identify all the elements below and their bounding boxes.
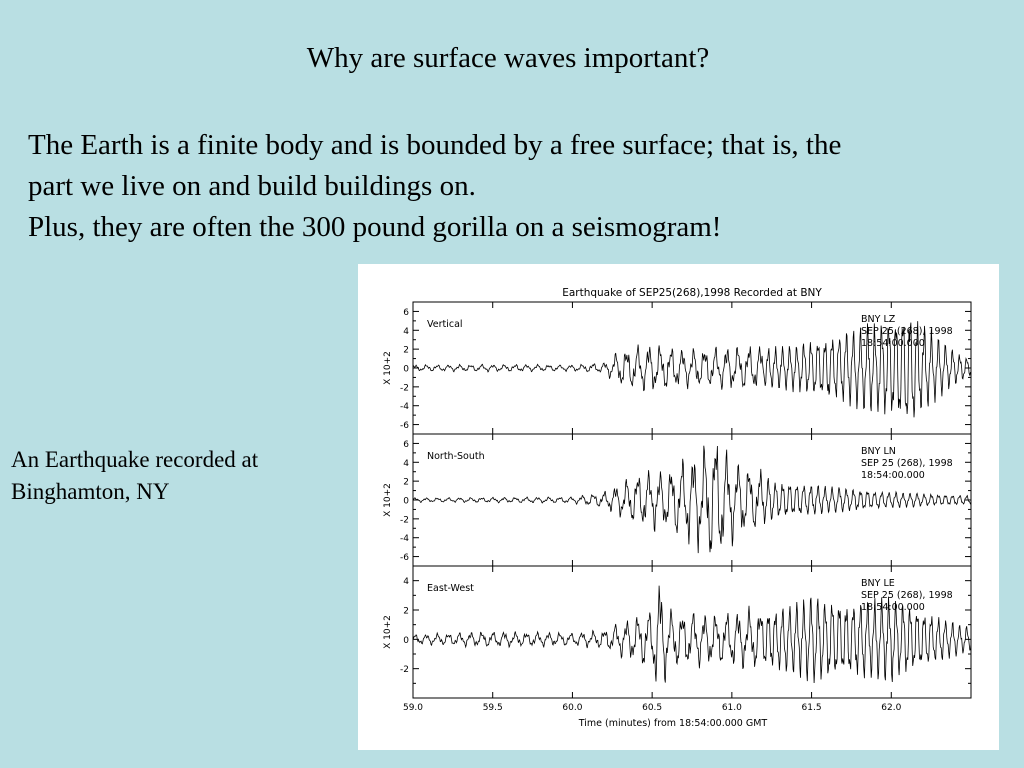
- body-line-3: Plus, they are often the 300 pound goril…: [28, 211, 722, 243]
- panel-2-ytick-label: 0: [403, 497, 409, 507]
- caption-line-2: Binghamton, NY: [11, 479, 170, 504]
- panel-1-info-line-1: BNY LZ: [861, 314, 896, 325]
- panel-2-ytick-label: 4: [403, 459, 409, 469]
- panel-3-ytick-label: 0: [403, 636, 409, 646]
- panel-1-ytick-label: 4: [403, 327, 409, 337]
- xtick-label: 59.5: [483, 703, 503, 713]
- panel-2-info-line-1: BNY LN: [861, 446, 896, 457]
- panel-1-ytick-label: 0: [403, 365, 409, 375]
- panel-2-ytick-label: 6: [403, 440, 409, 450]
- panel-3-component-name: East-West: [427, 583, 474, 594]
- panel-3-frame: [412, 565, 972, 699]
- xtick-label: 61.5: [802, 703, 822, 713]
- panel-2-component-name: North-South: [427, 451, 485, 462]
- panel-2-ytick-label: -2: [400, 515, 409, 525]
- panel-1-ylabel: X 10+2: [383, 351, 393, 385]
- xtick-label: 59.0: [403, 703, 423, 713]
- panel-1-ytick-label: 2: [403, 346, 409, 356]
- body-line-1: The Earth is a finite body and is bounde…: [28, 129, 842, 161]
- panel-3-info-line-2: SEP 25 (268), 1998: [861, 590, 953, 601]
- caption-line-1: An Earthquake recorded at: [11, 447, 259, 472]
- panel-1-ytick-label: 6: [403, 308, 409, 318]
- panel-1-ytick-label: -2: [400, 383, 409, 393]
- panel-3-waveform: [412, 585, 972, 684]
- panel-3-ytick-label: -2: [400, 665, 409, 675]
- panel-3-info-line-3: 18:54:00.000: [861, 602, 925, 613]
- panel-1-info-line-3: 18:54:00.000: [861, 338, 925, 349]
- panel-2-ytick-label: -6: [400, 553, 409, 563]
- panel-2-ytick-label: 2: [403, 478, 409, 488]
- panel-2-info-line-2: SEP 25 (268), 1998: [861, 458, 953, 469]
- seismogram-figure: Earthquake of SEP25(268),1998 Recorded a…: [358, 264, 999, 750]
- xtick-label: 60.5: [642, 703, 662, 713]
- seismogram-chart: Earthquake of SEP25(268),1998 Recorded a…: [383, 287, 972, 729]
- body-line-2: part we live on and build buildings on.: [28, 170, 476, 202]
- figure-caption: An Earthquake recorded at Binghamton, NY: [11, 444, 341, 508]
- panel-1-component-name: Vertical: [427, 319, 463, 330]
- panel-2-ylabel: X 10+2: [383, 483, 393, 517]
- panel-3-ylabel: X 10+2: [383, 615, 393, 649]
- panel-1-ytick-label: -6: [400, 421, 409, 431]
- x-axis-label: Time (minutes) from 18:54:00.000 GMT: [578, 718, 768, 729]
- slide-title: Why are surface waves important?: [306, 42, 710, 74]
- panel-1-ytick-label: -4: [400, 402, 409, 412]
- panel-2-info-line-3: 18:54:00.000: [861, 470, 925, 481]
- chart-title: Earthquake of SEP25(268),1998 Recorded a…: [562, 287, 822, 299]
- panel-2-ytick-label: -4: [400, 534, 409, 544]
- xtick-label: 62.0: [881, 703, 901, 713]
- slide-body: The Earth is a finite body and is bounde…: [28, 125, 1003, 248]
- xtick-label: 61.0: [722, 703, 742, 713]
- panel-3-info-line-1: BNY LE: [861, 578, 895, 589]
- panel-3-ytick-label: 2: [403, 607, 409, 617]
- xtick-label: 60.0: [562, 703, 582, 713]
- panel-1-waveform: [412, 321, 972, 418]
- panel-3-ytick-label: 4: [403, 577, 409, 587]
- panel-1-info-line-2: SEP 25 (268), 1998: [861, 326, 953, 337]
- panel-2-waveform: [412, 445, 972, 554]
